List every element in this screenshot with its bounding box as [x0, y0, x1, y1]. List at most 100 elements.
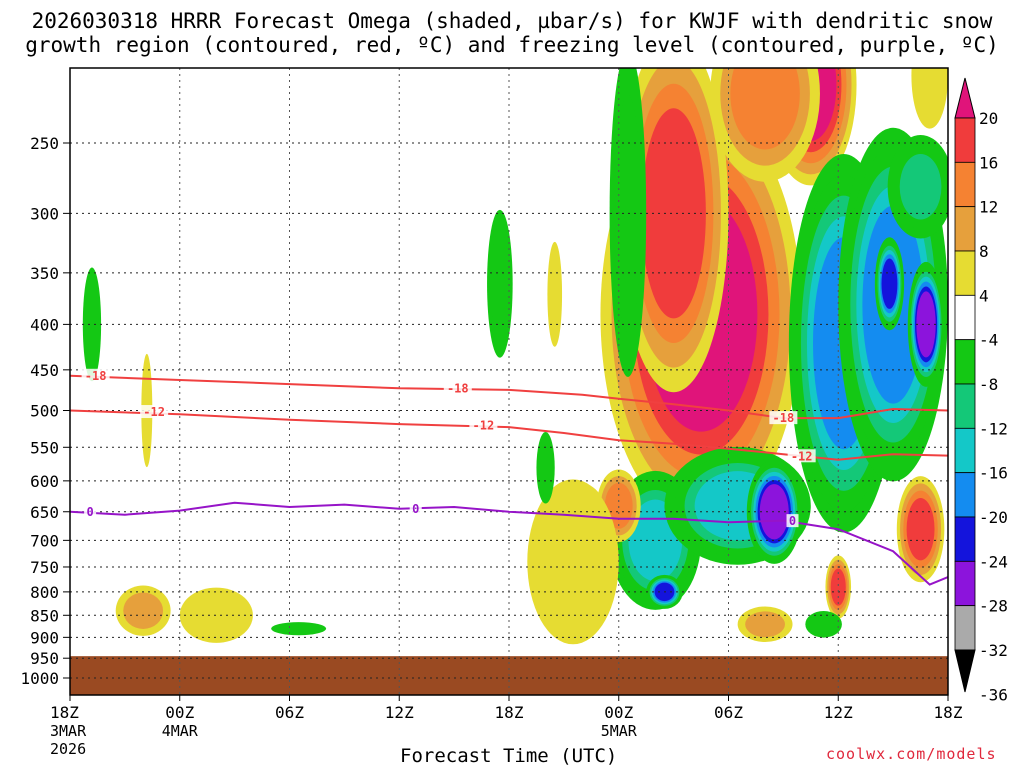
colorbar-segment: [954, 427, 976, 474]
contour-label: -18: [773, 411, 795, 425]
contour-label: -12: [473, 419, 495, 433]
contour-label: 0: [789, 514, 796, 528]
freezing-level-line: [70, 501, 948, 586]
colorbar-segment: [954, 339, 976, 385]
y-tick-label: 900: [30, 628, 59, 647]
chart-title: 2026030318 HRRR Forecast Omega (shaded, …: [31, 9, 993, 33]
contour-label-bg: [443, 381, 472, 395]
omega-feature: [271, 622, 327, 636]
omega-contour--8: [278, 623, 319, 634]
colorbar-label: 20: [979, 109, 998, 128]
contour-label-bg: [140, 405, 169, 419]
colorbar-segment: [954, 206, 976, 252]
contour-labels: -18 -12 -18 -12 -18 -12 0 0 0: [81, 368, 816, 528]
omega-contour-4: [547, 241, 563, 347]
y-tick-label: 800: [30, 583, 59, 602]
x-tick-label: 06Z: [714, 703, 743, 722]
omega-contour-8: [123, 592, 164, 629]
omega-feature: [547, 241, 563, 347]
omega-feature: [887, 134, 948, 239]
contour-label-bg: [786, 514, 799, 528]
colorbar-label: -32: [979, 641, 1008, 660]
contour-label-bg: [409, 501, 422, 515]
y-tick-label: 450: [30, 361, 59, 380]
y-tick-label: 650: [30, 503, 59, 522]
omega-contour--8: [85, 283, 99, 366]
colorbar-label: -16: [979, 464, 1008, 483]
y-tick-label: 950: [30, 649, 59, 668]
y-tick-label: 500: [30, 402, 59, 421]
omega-contour--24: [881, 258, 898, 309]
colorbar-segment: [954, 250, 976, 296]
contour-label: -18: [447, 381, 469, 395]
x-date-label: 3MAR: [50, 722, 87, 740]
omega-feature: [115, 585, 171, 636]
omega-contour-16: [906, 497, 935, 561]
colorbar-label: -28: [979, 597, 1008, 616]
omega-feature: [737, 606, 793, 643]
omega-feature: [911, 68, 948, 129]
contour-label-bg: [81, 368, 110, 382]
omega-contour-16: [641, 108, 706, 319]
omega-contour--28: [916, 291, 936, 358]
y-tick-label: 1000: [20, 669, 59, 688]
colorbar-label: 12: [979, 198, 998, 217]
colorbar-segment: [954, 472, 976, 518]
omega-feature: [82, 267, 102, 382]
x-tick-label: 18Z: [495, 703, 524, 722]
contour-label: -12: [143, 405, 165, 419]
y-tick-label: 300: [30, 204, 59, 223]
y-tick-label: 600: [30, 472, 59, 491]
contour-label: 0: [87, 505, 94, 519]
contour-label-bg: [469, 418, 498, 432]
colorbar-label: 4: [979, 286, 989, 305]
omega-contour-12: [604, 482, 633, 529]
chart-subtitle: growth region (contoured, red, ºC) and f…: [25, 33, 999, 57]
x-tick-label: 00Z: [165, 703, 194, 722]
x-tick-label: 12Z: [824, 703, 853, 722]
omega-feature: [487, 209, 513, 358]
dgz-contour-line: [70, 374, 948, 420]
omega-contour-4: [527, 479, 619, 645]
y-tick-label: 250: [30, 134, 59, 153]
omega-feature: [825, 555, 852, 619]
omega-contour--8: [490, 230, 510, 338]
colorbar-label: -12: [979, 419, 1008, 438]
dgz-contour-line: [70, 409, 948, 461]
omega-contour--28: [759, 484, 789, 540]
colorbar-bottom-arrow: [954, 649, 976, 693]
colorbar-segment: [954, 605, 976, 651]
colorbar-label: -20: [979, 508, 1008, 527]
omega-feature: [527, 479, 619, 645]
x-axis-label: Forecast Time (UTC): [400, 745, 618, 767]
colorbar-segment: [954, 560, 976, 607]
omega-feature: [179, 587, 253, 643]
y-axis: 250 300 350 400 450 500 550 600 650 700 750 800 850 9…: [20, 134, 70, 688]
grid-lines: [70, 68, 948, 695]
omega-contour-4: [179, 587, 253, 643]
omega-feature: [618, 68, 729, 393]
colorbar-segment: [954, 117, 976, 163]
contour-label: -18: [85, 369, 107, 383]
contour-label-bg: [769, 411, 798, 425]
colorbar-segment: [954, 516, 976, 562]
omega-feature: [907, 261, 945, 387]
colorbar-label: -36: [979, 685, 1008, 704]
omega-shading: [82, 68, 948, 645]
omega-feature: [746, 459, 802, 564]
omega-feature: [874, 237, 905, 331]
omega-contour-12: [730, 68, 800, 150]
temperature-contours: [70, 374, 948, 586]
omega-contour--8: [810, 614, 837, 634]
x-date-label: 5MAR: [601, 722, 638, 740]
colorbar-label: 16: [979, 153, 998, 172]
colorbar: 20 16 12 8 4 -4 -8 -12 -16 -20 -24 -28 -32 -36: [954, 77, 1008, 704]
omega-feature: [710, 68, 820, 182]
y-tick-label: 750: [30, 558, 59, 577]
x-tick-label: 00Z: [604, 703, 633, 722]
omega-contour-8: [745, 611, 785, 638]
y-tick-label: 550: [30, 438, 59, 457]
y-tick-label: 400: [30, 315, 59, 334]
